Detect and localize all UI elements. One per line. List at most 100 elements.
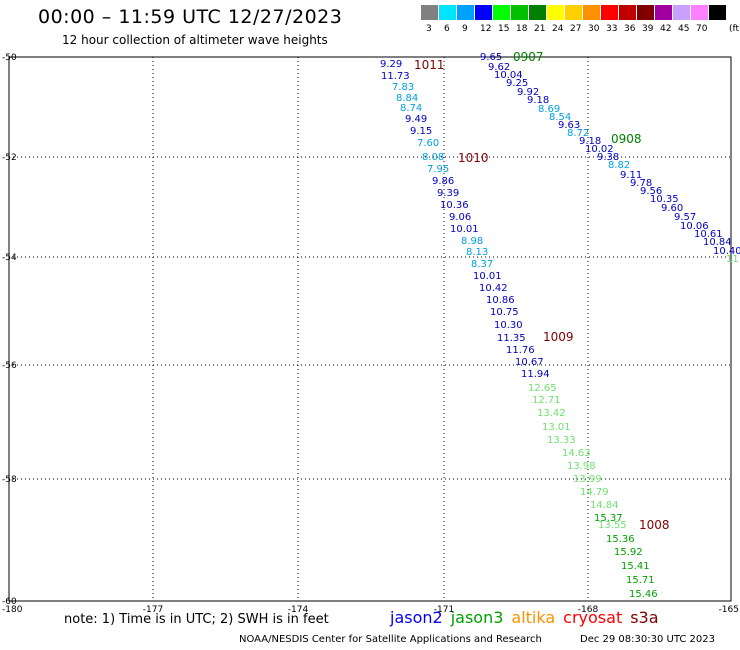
lat-label: -60 <box>2 597 17 607</box>
wave-height-value: 14.79 <box>580 487 609 498</box>
mission-altika: altika <box>511 608 556 627</box>
wave-height-value: 9.86 <box>432 176 454 187</box>
wave-height-value: 9.63 <box>558 120 580 131</box>
wave-height-value: 8.72 <box>567 128 589 139</box>
lat-label: -52 <box>2 153 17 163</box>
mission-cryosat: cryosat <box>563 608 623 627</box>
legend-swatch <box>583 5 600 20</box>
legend-swatch <box>655 5 672 20</box>
wave-height-value: 8.98 <box>461 236 483 247</box>
legend-label: 45 <box>678 24 690 34</box>
wave-height-value: 9.78 <box>630 178 652 189</box>
mission-legend: jason2 jason3 altika cryosat s3a <box>390 608 667 627</box>
map-title: 00:00 – 11:59 UTC 12/27/2023 <box>38 6 343 28</box>
footer-note: note: 1) Time is in UTC; 2) SWH is in fe… <box>64 612 329 627</box>
wave-height-value: 11 <box>726 254 739 265</box>
wave-height-value: 8.37 <box>471 259 493 270</box>
wave-height-value: 13.98 <box>567 461 596 472</box>
lat-label: -58 <box>2 475 17 485</box>
wave-height-value: 11.35 <box>497 333 526 344</box>
wave-height-value: 8.54 <box>549 112 571 123</box>
legend-label: 3 <box>426 24 432 34</box>
wave-height-value: 10.01 <box>450 224 479 235</box>
wave-height-value: 11.76 <box>506 345 535 356</box>
wave-height-value: 13.42 <box>537 408 566 419</box>
wave-height-value: 15.41 <box>621 561 650 572</box>
wave-height-value: 10.86 <box>486 295 515 306</box>
legend-swatch <box>421 5 438 20</box>
wave-height-value: 10.04 <box>494 70 523 81</box>
legend-swatch <box>529 5 546 20</box>
wave-height-value: 10.42 <box>479 283 508 294</box>
wave-height-value: 13.01 <box>542 422 571 433</box>
legend-label: 12 <box>480 24 492 34</box>
legend-label: 33 <box>606 24 618 34</box>
legend-label: 9 <box>462 24 468 34</box>
legend-label: 39 <box>642 24 654 34</box>
wave-height-value: 10.40 <box>713 246 740 257</box>
pass-time-label: 1009 <box>543 330 574 344</box>
wave-height-value: 15.37 <box>594 513 623 524</box>
wave-height-value: 11.94 <box>521 369 550 380</box>
legend-label: 24 <box>552 24 564 34</box>
lon-label: -174 <box>288 605 309 615</box>
lat-label: -54 <box>2 253 17 263</box>
wave-height-value: 10.30 <box>494 320 523 331</box>
wave-height-value: 10.67 <box>515 357 544 368</box>
wave-height-value: 9.18 <box>579 136 601 147</box>
wave-height-value: 15.71 <box>626 575 655 586</box>
wave-height-value: 9.49 <box>405 114 427 125</box>
wave-height-value: 10.61 <box>694 229 723 240</box>
legend-label: 36 <box>624 24 636 34</box>
lat-label: -56 <box>2 361 17 371</box>
lat-label: -50 <box>2 53 17 63</box>
legend-label: 27 <box>570 24 582 34</box>
generation-timestamp: Dec 29 08:30:30 UTC 2023 <box>580 634 715 645</box>
map-subtitle: 12 hour collection of altimeter wave hei… <box>62 33 328 47</box>
pass-time-label: 1011 <box>414 58 445 72</box>
lon-label: -171 <box>434 605 454 615</box>
wave-height-value: 7.60 <box>417 138 439 149</box>
legend-swatch <box>511 5 528 20</box>
wave-height-value: 9.56 <box>640 186 662 197</box>
wave-height-value: 10.84 <box>703 237 732 248</box>
wave-height-value: 9.65 <box>480 52 502 63</box>
wave-height-value: 9.15 <box>410 126 432 137</box>
legend-swatch <box>691 5 708 20</box>
longitude-labels: -180 -177 -174 -171 -168 -165 <box>2 605 739 615</box>
legend-swatch <box>457 5 474 20</box>
wave-height-value: 9.92 <box>517 87 539 98</box>
legend-swatch <box>475 5 492 20</box>
wave-height-value: 7.83 <box>392 82 414 93</box>
wave-height-value: 10.36 <box>440 200 469 211</box>
wave-height-value: 13.55 <box>598 520 627 531</box>
lon-label: -168 <box>578 605 599 615</box>
legend-label: 70 <box>696 24 708 34</box>
legend-unit: (ft) <box>729 24 740 34</box>
wave-height-value: 9.60 <box>661 203 683 214</box>
wave-height-value: 9.38 <box>597 152 619 163</box>
wave-height-value: 15.46 <box>629 589 658 600</box>
legend-swatch <box>493 5 510 20</box>
wave-height-value: 14.84 <box>590 500 619 511</box>
legend-label: 15 <box>498 24 510 34</box>
pass-time-label: 0907 <box>513 50 544 64</box>
wave-height-value: 12.65 <box>528 383 557 394</box>
wave-height-value: 8.74 <box>400 103 422 114</box>
legend-label: 42 <box>660 24 672 34</box>
wave-height-value: 8.82 <box>608 160 630 171</box>
latitude-labels: -50 -52 -54 -56 -58 -60 <box>2 53 17 607</box>
legend-label: 30 <box>588 24 600 34</box>
wave-height-value: 13.33 <box>547 435 576 446</box>
wave-height-value: 10.75 <box>490 307 519 318</box>
pass-time-label: 1010 <box>458 151 489 165</box>
map-frame <box>8 56 732 602</box>
legend-swatch <box>547 5 564 20</box>
wave-height-value: 9.57 <box>674 212 696 223</box>
wave-height-value: 15.36 <box>606 534 635 545</box>
wave-height-value: 7.95 <box>427 164 449 175</box>
legend-swatch <box>565 5 582 20</box>
legend-label: 6 <box>444 24 450 34</box>
wave-height-value: 10.35 <box>650 194 679 205</box>
